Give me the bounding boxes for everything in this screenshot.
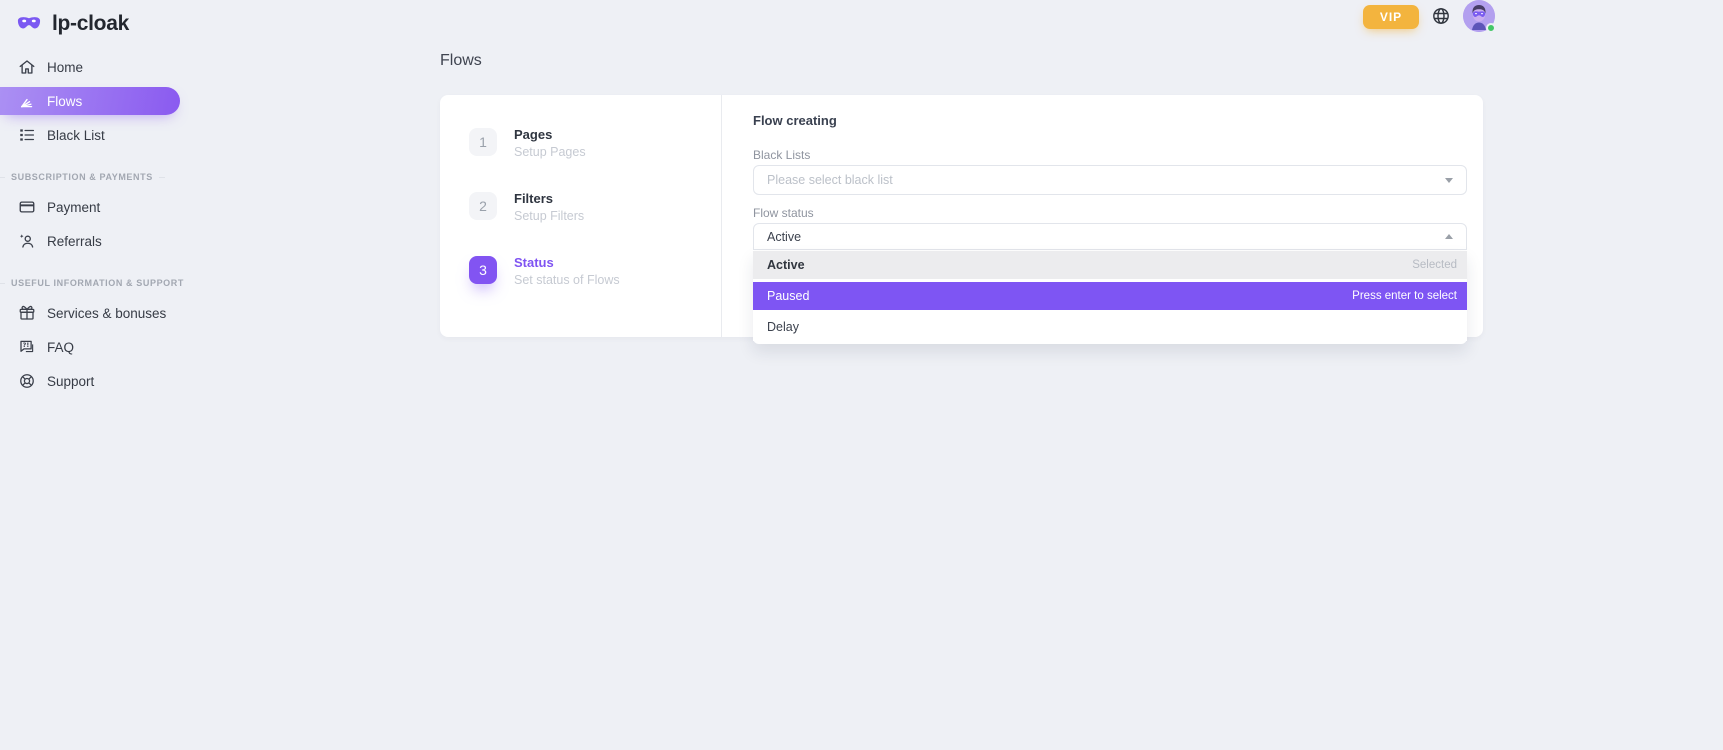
sidebar-item-payment[interactable]: Payment: [0, 193, 183, 221]
sidebar-item-flows[interactable]: Flows: [0, 87, 180, 115]
flow-status-dropdown: Active Selected Paused Press enter to se…: [753, 251, 1467, 344]
sidebar: lp-cloak Home Flows: [0, 0, 183, 750]
mask-icon: [14, 9, 44, 39]
faq-bubble-icon: ?!: [18, 338, 36, 356]
sidebar-item-support[interactable]: Support: [0, 367, 183, 395]
referral-person-icon: [18, 232, 36, 250]
brand-logo[interactable]: lp-cloak: [0, 0, 183, 40]
wizard-steps: 1 Pages Setup Pages 2 Filters Setup Filt…: [440, 95, 722, 337]
form-title: Flow creating: [753, 113, 837, 128]
option-hint: Press enter to select: [1352, 290, 1457, 302]
step-filters[interactable]: 2 Filters Setup Filters: [469, 192, 721, 223]
sidebar-item-services[interactable]: Services & bonuses: [0, 299, 183, 327]
home-icon: [18, 58, 36, 76]
sidebar-item-label: Black List: [47, 127, 105, 143]
sidebar-item-home[interactable]: Home: [0, 53, 183, 81]
section-header-support: USEFUL INFORMATION & SUPPORT: [0, 277, 183, 289]
step-subtitle: Setup Pages: [514, 145, 586, 159]
black-lists-select[interactable]: Please select black list: [753, 165, 1467, 195]
sidebar-item-label: Flows: [47, 93, 83, 109]
black-lists-label: Black Lists: [753, 148, 811, 162]
step-title: Filters: [514, 191, 554, 206]
step-pages[interactable]: 1 Pages Setup Pages: [469, 128, 721, 159]
flow-status-select[interactable]: Active: [753, 223, 1467, 250]
step-number-badge: 3: [469, 256, 497, 284]
sidebar-item-label: Payment: [47, 199, 101, 215]
sidebar-item-black-list[interactable]: Black List: [0, 121, 183, 149]
vip-button[interactable]: VIP: [1363, 5, 1419, 29]
sidebar-item-label: Home: [47, 59, 84, 75]
step-number-badge: 1: [469, 128, 497, 156]
flow-status-label: Flow status: [753, 206, 814, 220]
topbar-actions: VIP: [1363, 0, 1496, 33]
sidebar-item-faq[interactable]: ?! FAQ: [0, 333, 183, 361]
sidebar-item-referrals[interactable]: Referrals: [0, 227, 183, 255]
flow-creating-card: 1 Pages Setup Pages 2 Filters Setup Filt…: [440, 95, 1483, 344]
option-delay[interactable]: Delay: [753, 313, 1467, 341]
flows-icon: [18, 92, 36, 110]
flow-status-value: Active: [767, 229, 802, 244]
step-title: Pages: [514, 127, 553, 142]
brand-name: lp-cloak: [52, 12, 129, 35]
option-active[interactable]: Active Selected: [753, 251, 1467, 279]
sidebar-item-label: Support: [47, 373, 95, 389]
step-subtitle: Set status of Flows: [514, 273, 620, 287]
gift-icon: [18, 304, 36, 322]
sidebar-item-label: FAQ: [47, 339, 75, 355]
avatar[interactable]: [1463, 0, 1496, 33]
option-hint: Selected: [1412, 259, 1457, 271]
step-status[interactable]: 3 Status Set status of Flows: [469, 256, 721, 287]
globe-icon[interactable]: [1431, 6, 1451, 26]
step-subtitle: Setup Filters: [514, 209, 585, 223]
option-paused[interactable]: Paused Press enter to select: [753, 282, 1467, 310]
step-title: Status: [514, 255, 554, 270]
flow-creating-form: Flow creating Black Lists Please select …: [722, 95, 1483, 344]
credit-card-icon: [18, 198, 36, 216]
svg-text:?!: ?!: [23, 341, 30, 349]
sidebar-nav: Home Flows Black List SUBSCRIPTION & PAY…: [0, 53, 183, 395]
section-header-subscription: SUBSCRIPTION & PAYMENTS: [0, 171, 183, 183]
step-number-badge: 2: [469, 192, 497, 220]
list-icon: [18, 126, 36, 144]
page-title: Flows: [440, 52, 482, 69]
chevron-down-icon: [1445, 177, 1453, 183]
sidebar-item-label: Referrals: [47, 233, 102, 249]
online-status-dot: [1486, 23, 1496, 33]
sidebar-item-label: Services & bonuses: [47, 305, 167, 321]
black-lists-placeholder: Please select black list: [767, 173, 893, 187]
lifebuoy-icon: [18, 372, 36, 390]
chevron-up-icon: [1445, 234, 1453, 239]
